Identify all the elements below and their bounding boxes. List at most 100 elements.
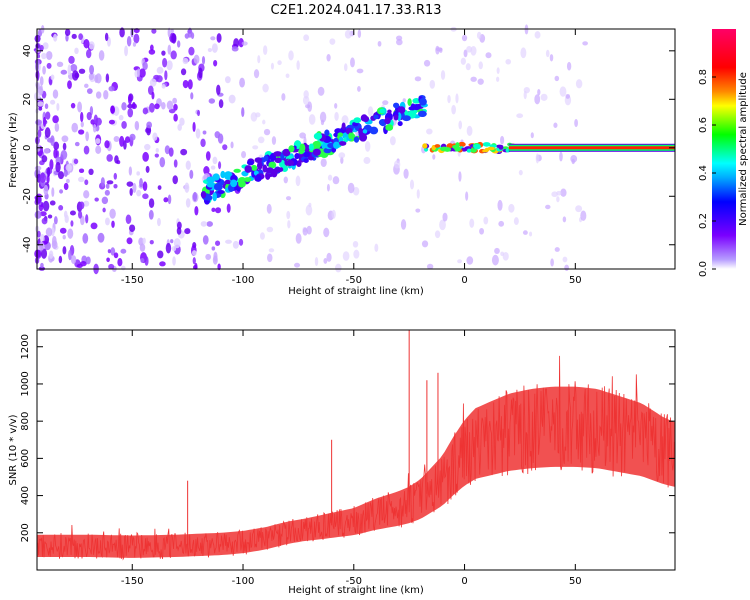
snr-x-label: Height of straight line (km) — [288, 585, 424, 596]
spectrogram-noise-speckle — [47, 166, 51, 178]
spectrogram-noise-speckle — [126, 35, 132, 47]
spectrogram-noise-speckle — [119, 27, 125, 38]
spectrogram-noise-speckle — [161, 102, 166, 110]
spectrogram-track-blob — [278, 167, 284, 172]
spectrogram-noise-speckle — [70, 64, 78, 72]
spectrogram-noise-speckle — [166, 60, 173, 71]
spectrogram-noise-speckle — [466, 125, 473, 137]
snr-band-fill — [37, 386, 675, 558]
spectrogram-track-blob — [417, 110, 427, 118]
spectrogram-noise-speckle — [295, 175, 301, 187]
spectrogram-noise-speckle — [109, 208, 116, 219]
spectrogram-noise-speckle — [100, 177, 105, 187]
spectrogram-noise-speckle — [231, 46, 239, 52]
spectrogram-cluster-blob — [482, 142, 491, 147]
spectrogram-cluster-blob — [466, 148, 472, 153]
spectrogram-track-blob — [312, 140, 322, 150]
spectrogram-noise-speckle — [165, 242, 172, 254]
spectrogram-track-blob — [263, 154, 269, 162]
spectrogram-track-blob — [339, 136, 344, 142]
spectrogram-track-blob — [243, 177, 252, 182]
spectrogram-noise-speckle — [132, 182, 137, 193]
spectrogram-track-blob — [348, 132, 353, 140]
spectrogram-noise-speckle — [580, 210, 587, 221]
spectrogram-noise-speckle — [233, 38, 240, 49]
spectrogram-y-ticks: -40 -20 0 20 40 — [22, 44, 675, 253]
spectrogram-noise-speckle — [432, 154, 436, 160]
spectrogram-noise-speckle — [423, 59, 431, 67]
spectrogram-noise-speckle — [156, 75, 163, 83]
spectrogram-noise-speckle — [80, 121, 84, 128]
spectrogram-x-label: Height of straight line (km) — [288, 286, 424, 297]
spectrogram-noise-speckle — [367, 106, 374, 117]
spectrogram-noise-speckle — [498, 220, 505, 227]
spectrogram-noise-speckle — [110, 105, 116, 114]
spectrogram-noise-speckle — [257, 55, 261, 64]
snr-y-tick-label: 400 — [20, 486, 31, 505]
spectrogram-track-blob — [244, 165, 252, 173]
spectrogram-track-blob — [397, 106, 406, 114]
spectrogram-noise-speckle — [352, 186, 360, 196]
spectrogram-noise-speckle — [476, 31, 482, 40]
spectrogram-noise-speckle — [171, 245, 177, 252]
spectrogram-x-tick-label: 50 — [569, 275, 582, 286]
spectrogram-noise-speckle — [83, 38, 90, 49]
spectrogram-track-blob — [333, 141, 340, 149]
spectrogram-noise-speckle — [114, 155, 119, 164]
spectrogram-track-blob — [256, 161, 263, 170]
spectrogram-noise-speckle — [86, 88, 93, 94]
spectrogram-noise-speckle — [106, 257, 110, 263]
spectrogram-noise-speckle — [523, 90, 527, 100]
spectrogram-noise-speckle — [266, 226, 274, 233]
spectrogram-noise-speckle — [48, 250, 54, 259]
spectrogram-noise-speckle — [182, 79, 189, 89]
spectrogram-noise-speckle — [71, 33, 77, 40]
spectrogram-noise-speckle — [545, 49, 550, 58]
spectrogram-noise-speckle — [162, 57, 168, 68]
spectrogram-noise-speckle — [230, 141, 234, 149]
spectrogram-noise-speckle — [184, 182, 190, 193]
spectrogram-noise-speckle — [44, 103, 49, 110]
spectrogram-noise-speckle — [108, 119, 115, 125]
spectrogram-track-blob — [397, 121, 403, 127]
spectrogram-noise-speckle — [465, 63, 471, 71]
spectrogram-noise-speckle — [270, 62, 274, 70]
spectrogram-track-blob — [200, 190, 207, 199]
spectrogram-noise-speckle — [155, 148, 159, 153]
spectrogram-noise-speckle — [118, 114, 124, 121]
spectrogram-noise-speckle — [434, 230, 441, 239]
spectrogram-noise-speckle — [496, 67, 500, 74]
spectrogram-noise-speckle — [192, 257, 196, 265]
spectrogram-track-blob — [313, 132, 323, 140]
spectrogram-noise-speckle — [70, 220, 74, 227]
spectrogram-noise-speckle — [288, 50, 294, 61]
spectrogram-noise-speckle — [285, 73, 290, 78]
spectrogram-noise-speckle — [556, 196, 560, 203]
spectrogram-noise-speckle — [463, 49, 468, 58]
spectrogram-noise-speckle — [137, 68, 141, 78]
spectrogram-noise-speckle — [50, 135, 55, 147]
spectrogram-noise-speckle — [93, 114, 98, 125]
spectrogram-noise-speckle — [187, 79, 193, 90]
spectrogram-noise-speckle — [71, 122, 79, 133]
spectrogram-noise-speckle — [113, 183, 118, 189]
spectrogram-noise-speckle — [106, 180, 114, 185]
spectrogram-noise-speckle — [51, 187, 55, 198]
colorbar-gradient — [712, 29, 736, 269]
spectrogram-noise-speckle — [53, 33, 58, 42]
spectrogram-track-blob — [213, 182, 223, 191]
spectrogram-noise-speckle — [37, 230, 41, 238]
spectrogram-noise-speckle — [200, 138, 206, 148]
spectrogram-noise-speckle — [142, 237, 146, 245]
snr-x-tick-label: -100 — [232, 576, 255, 587]
spectrogram-noise-speckle — [95, 91, 102, 99]
spectrogram-track-blob — [407, 98, 412, 107]
spectrogram-cluster-blob — [452, 144, 458, 149]
spectrogram-noise-speckle — [184, 228, 191, 235]
spectrogram-noise-speckle — [574, 118, 578, 128]
spectrogram-noise-speckle — [502, 252, 509, 261]
spectrogram-noise-speckle — [62, 246, 67, 255]
spectrogram-noise-speckle — [319, 111, 327, 123]
spectrogram-track-blob — [268, 161, 277, 169]
spectrogram-noise-speckle — [129, 133, 136, 141]
